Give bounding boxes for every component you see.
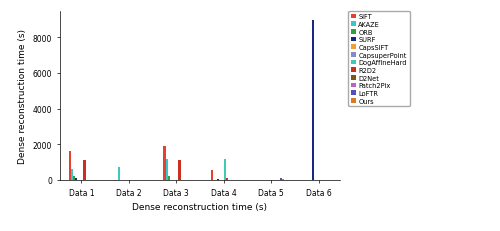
Bar [166,159,168,180]
Bar [84,161,86,180]
Bar [73,176,75,180]
Bar [75,178,77,180]
Legend: SIFT, AKAZE, ORB, SURF, CapsSIFT, CapsuperPoint, DogAffineHard, R2D2, D2Net, Pat: SIFT, AKAZE, ORB, SURF, CapsSIFT, Capsup… [348,12,410,107]
Bar [68,152,70,180]
Y-axis label: Dense reconstruction time (s): Dense reconstruction time (s) [18,29,28,163]
Bar [178,161,180,180]
Bar [224,159,226,180]
X-axis label: Dense reconstruction time (s): Dense reconstruction time (s) [132,202,268,211]
Bar [282,179,284,180]
Bar [218,179,220,180]
Bar [168,177,170,180]
Bar [164,146,166,180]
Bar [280,178,282,180]
Bar [211,170,213,180]
Bar [70,170,73,180]
Bar [118,168,120,180]
Bar [312,20,314,180]
Bar [226,178,228,180]
